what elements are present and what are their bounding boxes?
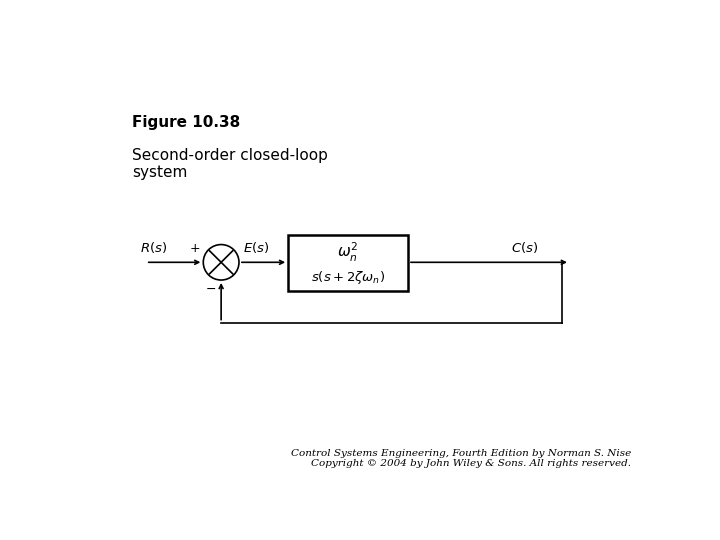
Text: Control Systems Engineering, Fourth Edition by Norman S. Nise
Copyright © 2004 b: Control Systems Engineering, Fourth Edit…	[291, 449, 631, 468]
Text: +: +	[190, 242, 200, 255]
Text: Second-order closed-loop
system: Second-order closed-loop system	[132, 148, 328, 180]
Text: $C(s)$: $C(s)$	[511, 240, 539, 255]
Text: $s(s + 2\zeta\omega_n)$: $s(s + 2\zeta\omega_n)$	[311, 269, 385, 286]
Text: $R(s)$: $R(s)$	[140, 240, 168, 255]
Bar	[288, 235, 408, 292]
Text: $\omega_n^2$: $\omega_n^2$	[338, 240, 359, 264]
Text: Figure 10.38: Figure 10.38	[132, 114, 240, 130]
Text: $-$: $-$	[205, 282, 216, 295]
Text: $E(s)$: $E(s)$	[243, 240, 270, 255]
